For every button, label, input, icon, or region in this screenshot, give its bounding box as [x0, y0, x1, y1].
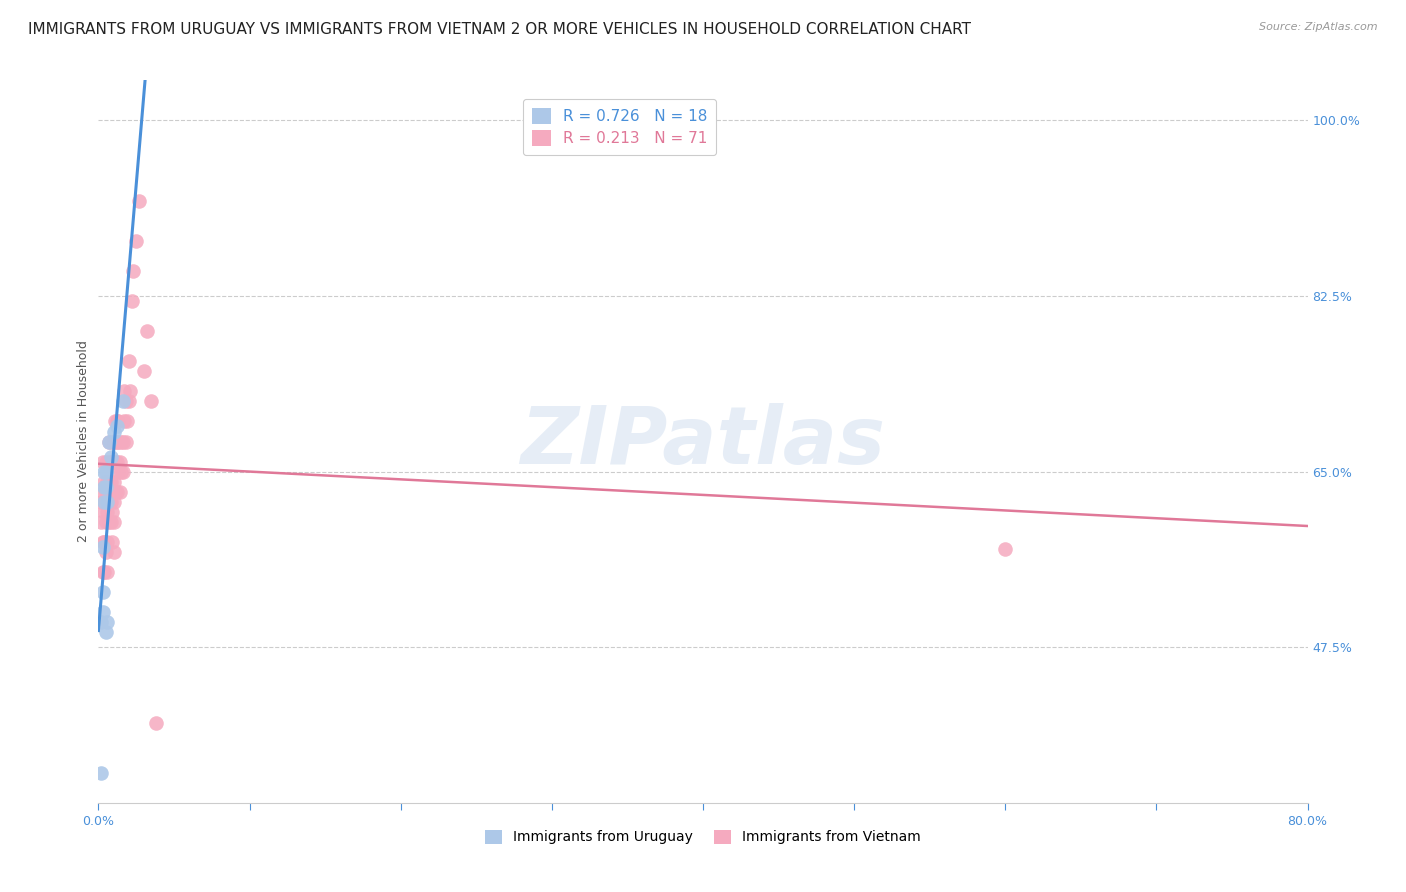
Point [103, 545, 125, 559]
Point [111, 434, 134, 449]
Point [100, 494, 122, 508]
Point [103, 515, 125, 529]
Legend: Immigrants from Uruguay, Immigrants from Vietnam: Immigrants from Uruguay, Immigrants from… [479, 824, 927, 850]
Point [94, 484, 117, 499]
Point [91, 605, 114, 619]
Point [111, 465, 134, 479]
Point [91, 585, 114, 599]
Point [141, 394, 163, 409]
Point [105, 419, 128, 434]
Point [94, 625, 117, 640]
Point [105, 434, 128, 449]
Y-axis label: 2 or more Vehicles in Household: 2 or more Vehicles in Household [77, 341, 90, 542]
Point [103, 425, 125, 439]
Point [114, 394, 136, 409]
Text: Source: ZipAtlas.com: Source: ZipAtlas.com [1260, 22, 1378, 32]
Point [104, 454, 127, 469]
Point [94, 545, 117, 559]
Point [90, 765, 112, 780]
Point [100, 434, 122, 449]
Point [114, 434, 136, 449]
Point [104, 484, 127, 499]
Point [98, 434, 121, 449]
Point [93, 465, 115, 479]
Point [105, 414, 128, 428]
Point [90, 615, 112, 630]
Point [104, 414, 127, 428]
Point [105, 484, 128, 499]
Point [100, 475, 122, 489]
Point [121, 293, 143, 308]
Point [107, 414, 129, 428]
Point [94, 480, 117, 494]
Point [115, 414, 138, 428]
Point [93, 480, 115, 494]
Point [98, 434, 121, 449]
Point [90, 515, 112, 529]
Point [96, 615, 118, 630]
Point [994, 541, 1017, 556]
Point [118, 394, 141, 409]
Point [103, 494, 125, 508]
Point [94, 515, 117, 529]
Point [111, 394, 134, 409]
Point [96, 494, 118, 508]
Point [98, 475, 121, 489]
Point [132, 364, 155, 378]
Point [100, 450, 122, 464]
Point [94, 465, 117, 479]
Point [145, 715, 167, 730]
Point [91, 535, 114, 549]
Point [101, 454, 124, 469]
Point [103, 475, 125, 489]
Point [93, 565, 115, 579]
Point [107, 465, 129, 479]
Point [90, 494, 112, 508]
Point [108, 484, 131, 499]
Point [112, 384, 135, 399]
Point [125, 234, 148, 248]
Point [91, 565, 114, 579]
Point [135, 324, 157, 338]
Point [91, 454, 114, 469]
Point [101, 505, 124, 519]
Point [122, 264, 145, 278]
Text: IMMIGRANTS FROM URUGUAY VS IMMIGRANTS FROM VIETNAM 2 OR MORE VEHICLES IN HOUSEHO: IMMIGRANTS FROM URUGUAY VS IMMIGRANTS FR… [28, 22, 972, 37]
Point [91, 484, 114, 499]
Point [93, 535, 115, 549]
Point [100, 454, 122, 469]
Point [96, 535, 118, 549]
Point [112, 414, 135, 428]
Point [101, 484, 124, 499]
Point [93, 494, 115, 508]
Point [96, 505, 118, 519]
Point [100, 515, 122, 529]
Point [91, 540, 114, 554]
Point [107, 434, 129, 449]
Point [108, 454, 131, 469]
Point [110, 434, 132, 449]
Point [96, 565, 118, 579]
Point [93, 475, 115, 489]
Point [118, 354, 141, 368]
Point [98, 494, 121, 508]
Point [93, 505, 115, 519]
Point [128, 194, 150, 208]
Point [110, 465, 132, 479]
Point [94, 454, 117, 469]
Point [120, 384, 142, 399]
Point [103, 434, 125, 449]
Point [103, 454, 125, 469]
Point [98, 515, 121, 529]
Point [105, 454, 128, 469]
Text: ZIPatlas: ZIPatlas [520, 402, 886, 481]
Point [101, 535, 124, 549]
Point [98, 454, 121, 469]
Point [96, 475, 118, 489]
